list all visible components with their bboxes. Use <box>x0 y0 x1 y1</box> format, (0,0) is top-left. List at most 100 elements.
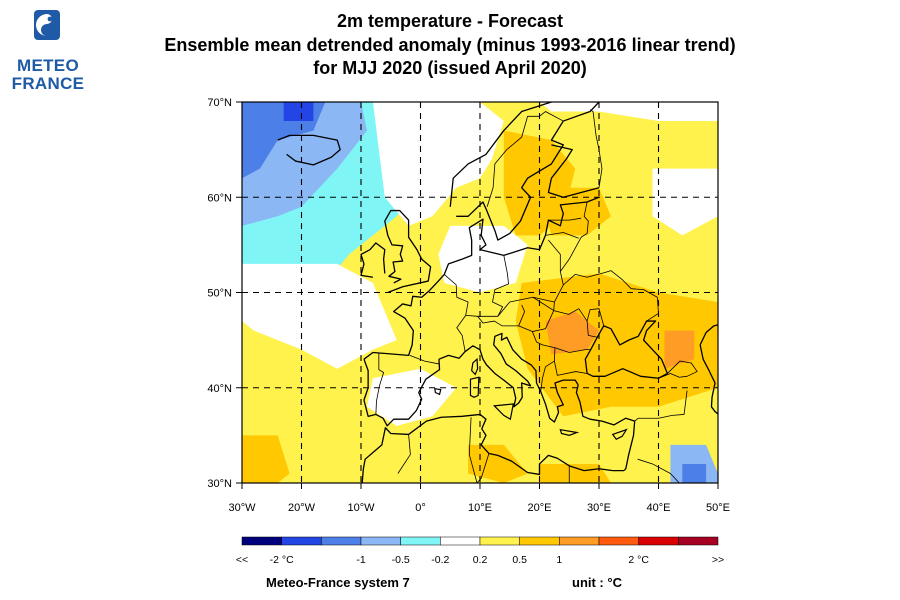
lat-tick-label: 30°N <box>207 478 232 490</box>
legend-label: << <box>236 554 248 566</box>
anomaly-region-very-cool-red-sea <box>682 463 707 483</box>
legend-swatch <box>559 536 600 546</box>
lon-tick-label: 20°E <box>528 502 552 514</box>
anomaly-region-near-zero-north-africa <box>366 368 457 426</box>
anomaly-region-very-cold-core <box>283 102 314 122</box>
country-border-23 <box>468 417 478 483</box>
color-legend: << -2 °C -1 -0.5 -0.2 0.2 0.5 1 2 °C >> <box>236 536 724 566</box>
anomaly-region-near-zero-central-europe <box>438 225 528 293</box>
anomaly-region-near-zero-nordic <box>372 102 504 226</box>
map-title-line2: Ensemble mean detrended anomaly (minus 1… <box>164 35 736 55</box>
legend-swatch <box>281 536 322 546</box>
anomaly-region-near-zero-barents <box>539 102 718 122</box>
country-border-18 <box>658 360 698 379</box>
coastline-continent-west <box>363 196 600 360</box>
island-sicily <box>492 403 515 421</box>
coastline-med-france-italy <box>438 332 579 423</box>
lon-tick-label: 50°E <box>706 502 730 514</box>
coastline-ireland <box>360 242 386 278</box>
country-border-12 <box>560 201 589 272</box>
island-corsica <box>471 357 479 376</box>
coastline-persian-caspian <box>699 344 718 415</box>
lon-tick-label: 10°W <box>347 502 375 514</box>
anomaly-region-near-zero-atlantic-band <box>242 263 397 369</box>
unit-label: unit : °C <box>572 575 622 590</box>
country-border-9 <box>554 347 591 353</box>
country-border-22 <box>476 453 490 483</box>
country-border-15 <box>586 308 605 326</box>
island-mallorca <box>434 387 442 396</box>
country-border-1 <box>409 354 440 365</box>
coastline-caspian-north <box>699 324 718 346</box>
lat-tick-label: 40°N <box>207 383 232 395</box>
legend-swatch <box>638 536 679 546</box>
country-border-19 <box>634 390 688 422</box>
logo-text-meteo: METEO <box>17 56 79 75</box>
legend-label: -0.2 <box>431 554 449 566</box>
country-border-24 <box>397 434 411 474</box>
country-border-0 <box>444 274 469 352</box>
logo-text-france: FRANCE <box>11 74 85 93</box>
country-border-2 <box>375 353 385 415</box>
legend-label: >> <box>712 554 724 566</box>
lon-tick-label: 40°E <box>647 502 671 514</box>
meteo-france-logo: METEO FRANCE <box>6 8 90 93</box>
country-border-20 <box>637 458 680 483</box>
legend-label: 1 <box>556 554 562 566</box>
legend-swatch <box>479 536 520 546</box>
lat-tick-label: 50°N <box>207 288 232 300</box>
legend-swatch <box>400 536 441 546</box>
legend-label: 0.2 <box>473 554 488 566</box>
lon-tick-label: 30°E <box>587 502 611 514</box>
coastline-scandinavia <box>449 102 600 241</box>
legend-label: -2 °C <box>270 554 294 566</box>
lon-tick-label: 30°W <box>228 502 256 514</box>
lon-tick-label: 10°E <box>468 502 492 514</box>
country-border-11 <box>563 270 659 322</box>
anomaly-region-hot-caspian <box>664 330 695 369</box>
coastline-north-africa <box>361 413 624 483</box>
lon-tick-label: 20°W <box>288 502 316 514</box>
legend-label: -1 <box>356 554 365 566</box>
map-title-line1: 2m temperature - Forecast <box>336 11 564 31</box>
legend-label: -0.5 <box>392 554 410 566</box>
anomaly-region-warm-egypt <box>539 463 611 483</box>
coastline-gb <box>384 209 432 294</box>
legend-swatch <box>321 536 362 546</box>
legend-swatch <box>241 536 282 546</box>
country-border-14 <box>548 217 582 221</box>
coastlines <box>277 102 718 483</box>
coastline-turkey-levant <box>575 384 636 472</box>
meteo-france-emblem-icon <box>34 10 60 40</box>
country-border-3 <box>465 239 564 317</box>
anomaly-region-hot-romania <box>545 311 599 355</box>
legend-swatch <box>360 536 401 546</box>
island-cyprus <box>611 428 628 440</box>
lat-tick-label: 70°N <box>207 97 232 109</box>
axis-ticks: 30°W 20°W 10°W 0° 10°E 20°E 30°E 40°E 50°E 30°N 40… <box>207 97 730 514</box>
lon-tick-label: 0° <box>415 502 426 514</box>
country-border-16 <box>589 109 603 188</box>
country-border-8 <box>532 301 555 332</box>
country-border-13 <box>545 232 579 239</box>
lat-tick-label: 60°N <box>207 192 232 204</box>
anomaly-region-warm-west-africa <box>242 435 290 483</box>
country-border-4 <box>477 304 526 327</box>
country-border-10 <box>553 360 588 376</box>
map-title-line3: for MJJ 2020 (issued April 2020) <box>313 58 587 78</box>
coastline-iberia <box>363 358 441 427</box>
country-border-5 <box>492 255 509 317</box>
island-crete <box>559 428 580 437</box>
coastline-finland <box>547 144 600 198</box>
country-border-17 <box>486 111 564 207</box>
graticule <box>242 102 718 483</box>
coastline-red-sea <box>613 482 615 483</box>
legend-swatch <box>440 536 481 546</box>
island-sardinia <box>469 376 480 398</box>
legend-swatch <box>598 536 639 546</box>
anomaly-region-near-zero-east <box>652 168 718 236</box>
model-system-label: Meteo-France system 7 <box>266 575 410 590</box>
coastline-black-sea <box>584 320 669 379</box>
legend-swatch <box>519 536 560 546</box>
